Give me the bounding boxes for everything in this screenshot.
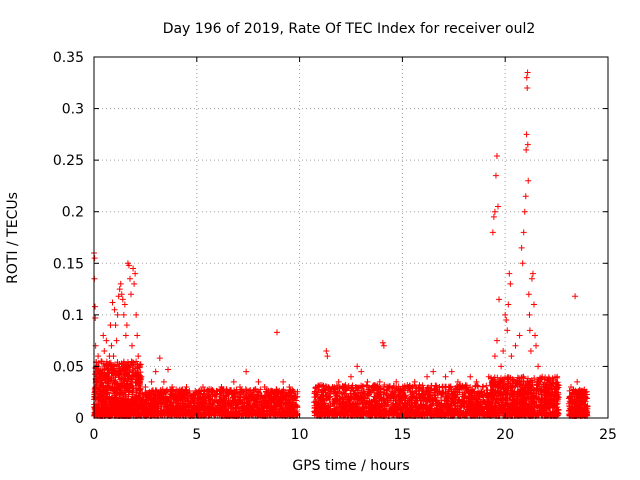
data-point (120, 361, 127, 368)
data-point (94, 395, 101, 402)
data-point (122, 375, 129, 382)
data-point (126, 388, 133, 395)
data-point (111, 361, 118, 368)
data-point (100, 404, 107, 411)
data-point (109, 401, 116, 408)
data-point (130, 361, 137, 368)
data-point (130, 397, 137, 404)
grid (94, 57, 608, 418)
data-point (117, 384, 124, 391)
data-point (118, 380, 125, 387)
data-point (121, 364, 128, 371)
data-point (114, 397, 121, 404)
data-point (126, 408, 133, 415)
data-point (135, 395, 142, 402)
data-point (118, 399, 125, 406)
data-point (91, 389, 98, 396)
data-point (113, 389, 120, 396)
data-points (91, 69, 591, 419)
data-point (132, 401, 139, 408)
data-point (129, 411, 136, 418)
data-point (104, 405, 111, 412)
data-point (119, 409, 126, 416)
data-point (129, 404, 136, 411)
data-point (128, 374, 135, 381)
data-point (125, 391, 132, 398)
data-point (104, 391, 111, 398)
data-point (126, 362, 133, 369)
data-point (130, 366, 137, 373)
data-point (129, 385, 136, 392)
data-point (105, 376, 112, 383)
data-point (109, 402, 116, 409)
data-point (98, 375, 105, 382)
data-point (102, 386, 109, 393)
data-point (97, 388, 104, 395)
data-point (130, 359, 137, 366)
data-point (118, 406, 125, 413)
data-point (110, 377, 117, 384)
data-point (136, 387, 143, 394)
data-point (125, 396, 132, 403)
data-point (125, 372, 132, 379)
data-point (116, 385, 123, 392)
data-point (110, 373, 117, 380)
data-point (113, 405, 120, 412)
data-point (135, 362, 142, 369)
data-point (125, 363, 132, 370)
data-point (137, 377, 144, 384)
data-point (97, 370, 104, 377)
data-point (98, 380, 105, 387)
data-point (91, 405, 98, 412)
data-point (114, 367, 121, 374)
data-point (104, 380, 111, 387)
data-point (117, 391, 124, 398)
data-point (112, 405, 119, 412)
chart-title: Day 196 of 2019, Rate Of TEC Index for r… (163, 21, 536, 37)
data-point (129, 376, 136, 383)
data-point (132, 369, 139, 376)
data-point (125, 403, 132, 410)
data-point (105, 409, 112, 416)
data-point (102, 395, 109, 402)
data-point (98, 400, 105, 407)
data-point (94, 410, 101, 417)
data-point (107, 397, 114, 404)
